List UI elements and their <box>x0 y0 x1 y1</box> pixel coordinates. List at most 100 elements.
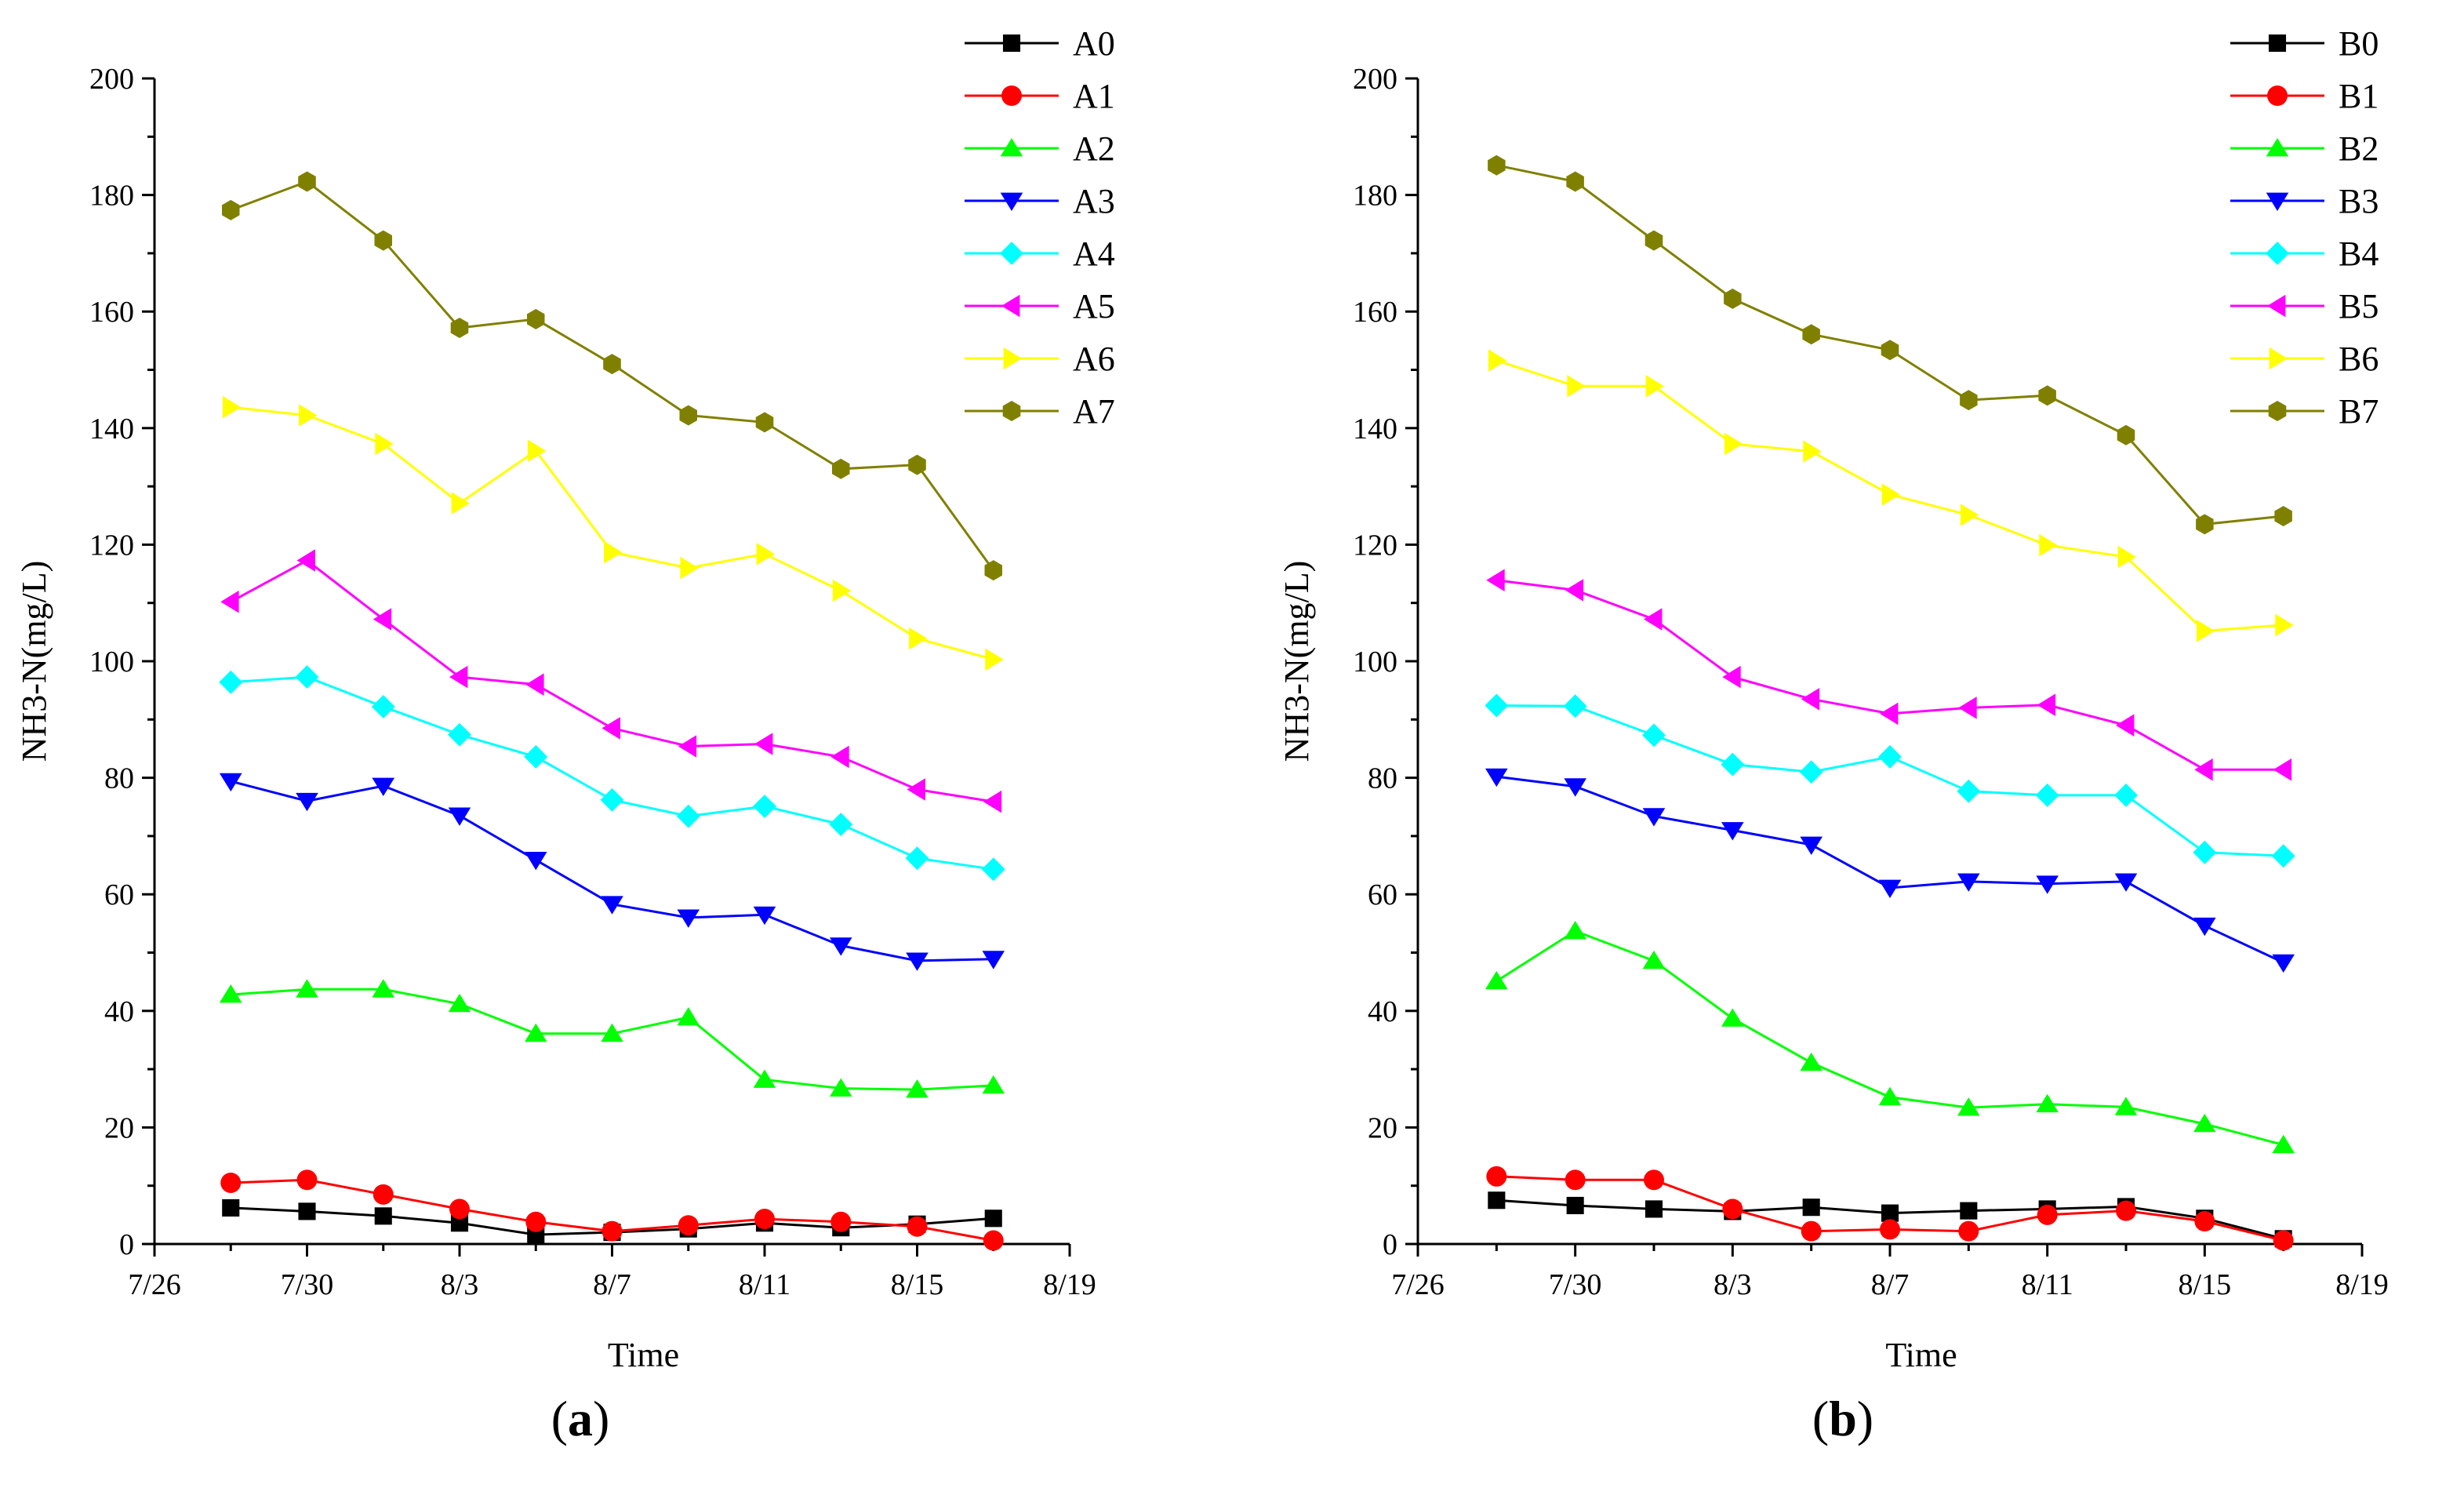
x-tick-label: 8/19 <box>2335 1268 2389 1301</box>
series-B5 <box>1486 569 2292 781</box>
legend-marker-B7 <box>2268 401 2287 421</box>
data-point-A2 <box>982 1075 1005 1094</box>
data-point-A4 <box>219 670 243 694</box>
legend-marker-B2 <box>2266 138 2289 157</box>
data-point-B1 <box>1486 1166 1507 1187</box>
data-point-B4 <box>1878 744 1902 769</box>
data-point-B1 <box>1722 1199 1743 1220</box>
legend-label-B3: B3 <box>2339 182 2379 220</box>
y-tick-label: 20 <box>104 1111 134 1144</box>
legend-label-A5: A5 <box>1073 287 1115 326</box>
x-tick-label: 8/11 <box>2022 1268 2073 1301</box>
data-point-B0 <box>1802 1199 1820 1217</box>
data-point-A7 <box>527 308 545 329</box>
data-point-B2 <box>2114 1097 2138 1115</box>
data-point-A1 <box>907 1216 928 1237</box>
y-tick-label: 40 <box>104 995 134 1028</box>
data-point-B6 <box>2039 533 2058 557</box>
data-point-A5 <box>983 790 1002 813</box>
data-point-B3 <box>1485 768 1508 788</box>
data-point-A2 <box>448 993 471 1013</box>
data-point-B5 <box>1565 579 1584 602</box>
data-point-A2 <box>219 984 242 1003</box>
data-point-A7 <box>450 318 469 338</box>
data-point-A4 <box>676 804 700 828</box>
data-point-B3 <box>1642 808 1666 827</box>
data-point-B1 <box>2037 1204 2058 1225</box>
data-point-A3 <box>982 951 1005 969</box>
data-point-B5 <box>2037 693 2056 716</box>
data-point-B4 <box>1799 760 1823 784</box>
data-point-B2 <box>1485 970 1508 990</box>
data-point-B3 <box>1957 873 1980 892</box>
y-tick-label: 160 <box>1353 296 1397 329</box>
data-point-A5 <box>220 590 239 613</box>
data-point-B3 <box>1878 879 1902 898</box>
data-point-B2 <box>1564 921 1586 940</box>
data-point-A1 <box>373 1184 394 1205</box>
data-point-B4 <box>2035 783 2059 807</box>
data-point-B4 <box>1485 693 1509 718</box>
data-point-B5 <box>1722 665 1741 689</box>
data-point-A3 <box>753 906 776 926</box>
data-point-A3 <box>296 792 318 812</box>
data-point-A6 <box>985 648 1004 671</box>
data-point-A1 <box>296 1169 318 1191</box>
data-point-A6 <box>832 579 852 602</box>
series-B1 <box>1486 1166 2294 1251</box>
legend-marker-B3 <box>2266 192 2289 211</box>
data-point-B4 <box>2193 840 2217 864</box>
legend-marker-A3 <box>1000 192 1023 211</box>
data-point-B4 <box>1642 723 1666 748</box>
data-point-B5 <box>1644 608 1663 631</box>
data-point-B7 <box>2274 506 2292 526</box>
y-tick-label: 20 <box>1368 1111 1397 1144</box>
data-point-B2 <box>2036 1093 2059 1113</box>
data-point-A1 <box>983 1230 1004 1251</box>
series-A3 <box>219 773 1005 971</box>
data-point-A7 <box>679 405 697 426</box>
data-point-A5 <box>525 673 544 696</box>
x-tick-label: 8/3 <box>441 1268 479 1301</box>
data-point-A6 <box>451 492 470 515</box>
y-tick-label: 0 <box>119 1228 134 1261</box>
legend-label-B1: B1 <box>2339 77 2379 115</box>
data-point-A3 <box>601 896 623 915</box>
legend-label-A6: A6 <box>1073 340 1115 378</box>
data-point-B7 <box>1724 288 1742 309</box>
data-point-A7 <box>984 560 1002 581</box>
data-point-A2 <box>296 979 318 998</box>
legend-label-A7: A7 <box>1073 392 1115 431</box>
series-A5 <box>220 549 1002 813</box>
data-point-B6 <box>1645 375 1664 398</box>
legend-marker-A7 <box>1002 401 1021 421</box>
data-point-A4 <box>524 744 548 769</box>
data-point-B6 <box>1567 375 1586 398</box>
data-point-B3 <box>2114 873 2138 892</box>
x-tick-label: 8/3 <box>1714 1268 1752 1301</box>
data-point-B3 <box>2036 875 2059 894</box>
series-A4 <box>219 665 1005 882</box>
data-point-A1 <box>601 1220 623 1242</box>
data-point-B6 <box>1803 440 1822 463</box>
data-point-B3 <box>2193 917 2216 937</box>
data-point-A7 <box>298 171 316 192</box>
series-A1 <box>220 1169 1004 1251</box>
data-point-A4 <box>905 846 929 871</box>
x-tick-label: 7/26 <box>128 1268 181 1301</box>
legend-label-A1: A1 <box>1073 77 1115 115</box>
data-point-B3 <box>1800 836 1823 855</box>
data-point-B7 <box>1802 324 1820 345</box>
data-point-B4 <box>1721 752 1745 777</box>
data-point-A2 <box>753 1069 776 1088</box>
legend-marker-B5 <box>2267 294 2286 318</box>
data-point-B0 <box>1566 1196 1584 1215</box>
data-point-A0 <box>298 1202 316 1220</box>
data-point-A3 <box>677 909 700 928</box>
data-point-B6 <box>1881 483 1900 506</box>
data-point-A5 <box>907 778 925 801</box>
data-point-A0 <box>374 1207 392 1225</box>
chart-panel-a: 0 20 40 60 80 100 120 140 160 180 200 7/26 7/30 8/3 8/… <box>15 24 1115 1446</box>
legend-label-A3: A3 <box>1073 182 1115 220</box>
